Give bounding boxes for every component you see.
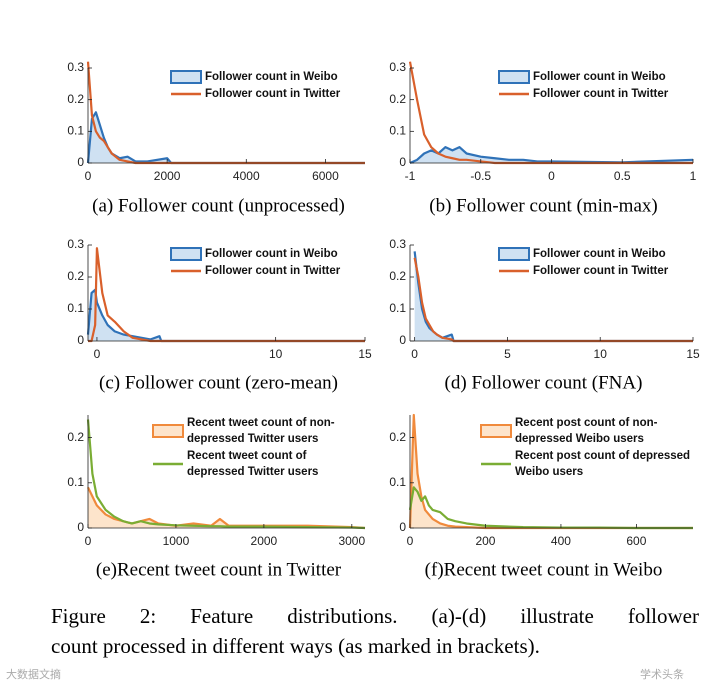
y-tick-label: 0.1 <box>67 475 84 489</box>
panel-caption: (c) Follower count (zero-mean) <box>99 372 338 393</box>
panel-caption: (b) Follower count (min-max) <box>429 195 657 216</box>
x-tick-label: 6000 <box>312 169 339 183</box>
legend-swatch <box>170 70 202 84</box>
y-tick-label: 0 <box>77 333 84 347</box>
y-tick-label: 0.1 <box>389 124 406 138</box>
y-tick-label: 0.1 <box>389 301 406 315</box>
y-tick-label: 0 <box>399 155 406 169</box>
x-tick-label: 0 <box>407 534 414 548</box>
legend-swatch <box>498 247 530 261</box>
panel-caption: (e)Recent tweet count in Twitter <box>96 559 342 580</box>
legend-label-box: Recent post count of non-depressed Weibo… <box>515 417 658 445</box>
x-tick-label: 0.5 <box>614 169 631 183</box>
legend-swatch <box>480 424 512 438</box>
x-tick-label: 0 <box>411 347 418 361</box>
legend-label-box: Recent tweet count of non-depressed Twit… <box>187 417 335 445</box>
y-tick-label: 0.3 <box>67 237 84 251</box>
legend-label: Recent post count of depressed Weibo use… <box>515 450 691 478</box>
line <box>86 288 365 343</box>
x-tick-label: -1 <box>405 169 416 183</box>
legend-label: Follower count in Twitter <box>533 88 669 100</box>
y-tick-label: 0.3 <box>67 60 84 74</box>
x-tick-label: 0 <box>548 169 555 183</box>
legend-label: Follower count in Weibo <box>205 71 338 83</box>
x-tick-label: 400 <box>551 534 571 548</box>
x-tick-label: 15 <box>358 347 372 361</box>
y-tick-label: 0 <box>399 520 406 534</box>
figure-caption: Figure 2: Feature distributions. (a)-(d)… <box>51 604 699 628</box>
y-tick-label: 0 <box>77 155 84 169</box>
watermark: 大数据文摘 <box>6 668 61 681</box>
y-tick-label: 0.1 <box>67 124 84 138</box>
legend-label-box: Follower count in Twitter <box>205 265 341 277</box>
y-tick-label: 0 <box>399 333 406 347</box>
area <box>88 487 365 528</box>
y-tick-label: 0.3 <box>389 60 406 74</box>
legend-label-box: Follower count in Weibo <box>205 71 338 83</box>
x-tick-label: 0 <box>85 169 92 183</box>
legend-label: Follower count in Twitter <box>205 265 341 277</box>
x-tick-label: 2000 <box>251 534 278 548</box>
legend-label: Follower count in Weibo <box>533 248 666 260</box>
panel-caption: (a) Follower count (unprocessed) <box>92 195 345 216</box>
x-tick-label: 10 <box>594 347 608 361</box>
x-tick-label: 1 <box>690 169 697 183</box>
legend-label: Follower count in Weibo <box>205 248 338 260</box>
y-tick-label: 0.3 <box>389 237 406 251</box>
x-tick-label: 4000 <box>233 169 260 183</box>
legend-swatch <box>498 70 530 84</box>
panel-caption: (d) Follower count (FNA) <box>445 372 643 393</box>
legend-label-box: Follower count in Twitter <box>533 88 669 100</box>
legend-label: Recent post count of non-depressed Weibo… <box>515 417 658 445</box>
x-tick-label: -0.5 <box>470 169 491 183</box>
y-tick-label: 0.2 <box>389 269 406 283</box>
x-tick-label: 200 <box>475 534 495 548</box>
x-tick-label: 10 <box>269 347 283 361</box>
x-tick-label: 0 <box>94 347 101 361</box>
y-tick-label: 0.2 <box>389 430 406 444</box>
y-tick-label: 0.2 <box>67 430 84 444</box>
y-tick-label: 0 <box>77 520 84 534</box>
legend-label: Follower count in Weibo <box>533 71 666 83</box>
legend-label-box: Follower count in Weibo <box>533 71 666 83</box>
legend-label: Follower count in Twitter <box>205 88 341 100</box>
x-tick-label: 0 <box>85 534 92 548</box>
line <box>86 111 365 165</box>
legend-label-box: Follower count in Weibo <box>533 248 666 260</box>
y-tick-label: 0.2 <box>67 269 84 283</box>
legend-label-box: Follower count in Twitter <box>205 88 341 100</box>
panel-caption: (f)Recent tweet count in Weibo <box>425 559 663 580</box>
y-tick-label: 0.2 <box>67 92 84 106</box>
legend-label: Recent tweet count of depressed Twitter … <box>187 450 319 478</box>
x-tick-label: 600 <box>626 534 646 548</box>
y-tick-label: 0.2 <box>389 92 406 106</box>
legend-label-box: Follower count in Weibo <box>205 248 338 260</box>
x-tick-label: 3000 <box>338 534 365 548</box>
y-tick-label: 0.1 <box>67 301 84 315</box>
y-tick-label: 0.1 <box>389 475 406 489</box>
legend-swatch <box>152 424 184 438</box>
x-tick-label: 1000 <box>163 534 190 548</box>
x-tick-label: 15 <box>686 347 700 361</box>
legend-label-box: Follower count in Twitter <box>533 265 669 277</box>
x-tick-label: 5 <box>504 347 511 361</box>
area <box>88 289 365 341</box>
legend-label: Recent tweet count of non-depressed Twit… <box>187 417 335 445</box>
legend-label-box: Recent post count of depressed Weibo use… <box>515 450 691 478</box>
line <box>409 146 694 165</box>
x-tick-label: 2000 <box>154 169 181 183</box>
legend-swatch <box>170 247 202 261</box>
line <box>408 486 693 530</box>
area <box>88 112 365 163</box>
figure-caption: count processed in different ways (as ma… <box>51 634 540 658</box>
watermark: 学术头条 <box>640 668 684 681</box>
legend-label: Follower count in Twitter <box>533 265 669 277</box>
legend-label-box: Recent tweet count of depressed Twitter … <box>187 450 319 478</box>
